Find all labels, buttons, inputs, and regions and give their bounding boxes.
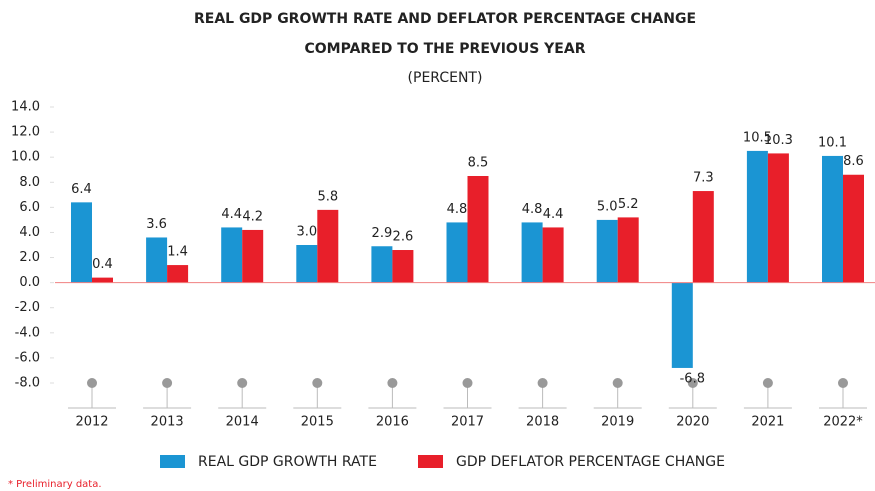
y-tick-label: -6.0: [15, 350, 40, 365]
data-label: -6.8: [680, 371, 705, 386]
bar: [92, 277, 113, 283]
bar: [392, 250, 414, 283]
y-tick-label: 14.0: [11, 100, 40, 115]
data-label: 6.4: [71, 182, 92, 197]
footnote: * Preliminary data.: [8, 479, 102, 490]
category-dot: [162, 378, 173, 388]
legend-swatch: [418, 455, 443, 468]
data-label: 2.6: [393, 230, 414, 245]
data-label: 4.4: [543, 207, 564, 222]
x-tick-label: 2017: [451, 415, 484, 430]
bar: [521, 222, 543, 283]
x-tick-label: 2022*: [823, 415, 863, 430]
x-tick-label: 2016: [376, 415, 409, 430]
x-tick-label: 2014: [226, 415, 259, 430]
bar: [843, 174, 864, 283]
category-dot: [537, 378, 548, 388]
x-tick-label: 2019: [601, 415, 634, 430]
bar: [746, 150, 768, 283]
bar: [446, 222, 468, 283]
legend-label: REAL GDP GROWTH RATE: [198, 454, 377, 470]
bar: [296, 245, 318, 283]
chart-subtitle: COMPARED TO THE PREVIOUS YEAR: [305, 41, 586, 57]
data-label: 4.2: [242, 209, 263, 224]
category-dot: [838, 378, 848, 388]
x-tick-label: 2015: [301, 415, 334, 430]
data-label: 0.4: [92, 257, 113, 272]
bar: [146, 237, 168, 283]
legend-swatch: [160, 455, 185, 468]
data-label: 8.6: [843, 154, 864, 169]
y-tick-label: -2.0: [15, 300, 40, 315]
bar: [221, 227, 243, 283]
y-tick-label: 10.0: [11, 150, 40, 165]
x-tick-label: 2018: [526, 415, 559, 430]
data-label: 1.4: [167, 245, 188, 260]
data-label: 10.3: [764, 133, 793, 148]
data-label: 4.4: [221, 207, 242, 222]
bar: [596, 219, 618, 283]
bar: [822, 155, 843, 283]
y-tick-label: 8.0: [19, 175, 40, 190]
chart-unit: (PERCENT): [408, 70, 483, 86]
data-label: 5.2: [618, 197, 639, 212]
data-label: 5.8: [317, 189, 338, 204]
category-dot: [687, 378, 698, 388]
data-label: 3.6: [146, 217, 167, 232]
bar: [692, 191, 714, 283]
y-tick-label: 0.0: [19, 275, 40, 290]
bar: [167, 265, 189, 283]
y-tick-label: 6.0: [19, 200, 40, 215]
bar: [371, 246, 393, 283]
bar: [617, 217, 639, 283]
data-label: 2.9: [372, 226, 393, 241]
y-tick-label: 4.0: [19, 225, 40, 240]
bar: [317, 209, 339, 283]
x-tick-label: 2013: [151, 415, 184, 430]
bar: [71, 202, 92, 283]
category-dot: [312, 378, 323, 388]
category-dot: [237, 378, 248, 388]
category-dot: [462, 378, 473, 388]
bar: [467, 176, 489, 283]
y-tick-label: 2.0: [19, 250, 40, 265]
bar: [242, 229, 264, 283]
legend-label: GDP DEFLATOR PERCENTAGE CHANGE: [456, 454, 725, 470]
category-dot: [87, 378, 97, 388]
data-label: 5.0: [597, 199, 618, 214]
data-label: 10.1: [818, 135, 847, 150]
x-tick-label: 2020: [676, 415, 709, 430]
x-tick-label: 2012: [75, 415, 108, 430]
y-tick-label: -8.0: [15, 376, 40, 391]
data-label: 7.3: [693, 171, 714, 186]
bar: [767, 153, 789, 283]
data-label: 8.5: [468, 156, 489, 171]
chart-title: REAL GDP GROWTH RATE AND DEFLATOR PERCEN…: [194, 11, 696, 27]
bar: [542, 227, 564, 283]
category-dot: [387, 378, 398, 388]
bar: [671, 282, 693, 368]
data-label: 4.8: [447, 202, 468, 217]
y-tick-label: 12.0: [11, 125, 40, 140]
category-dot: [762, 378, 773, 388]
data-label: 4.8: [522, 202, 543, 217]
x-tick-label: 2021: [751, 415, 784, 430]
data-label: 10.5: [743, 130, 772, 145]
data-label: 3.0: [296, 225, 317, 240]
category-dot: [612, 378, 623, 388]
y-tick-label: -4.0: [15, 325, 40, 340]
